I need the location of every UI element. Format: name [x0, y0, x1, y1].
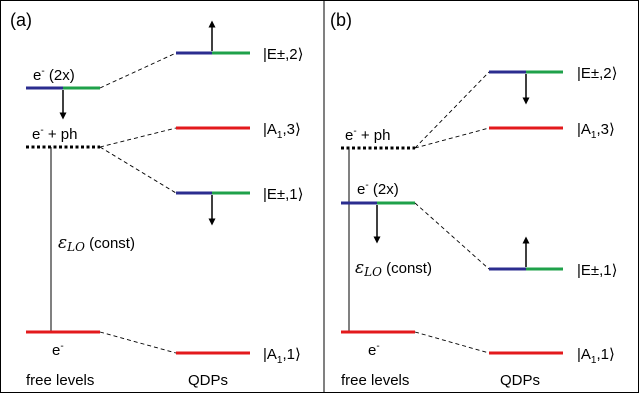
ket-e-pm-2: |E±,2⟩ [577, 65, 618, 82]
label-free-levels: free levels [26, 372, 94, 389]
connector [99, 52, 177, 89]
connector [99, 127, 177, 148]
label-eps-lo: εLO (const) [355, 258, 432, 279]
ket-a1-3: |A1,3⟩ [577, 121, 615, 141]
panel-a: (a) e- (2x) e- + ph εLO (const) e- |E±,2… [10, 10, 304, 389]
connector [414, 202, 490, 270]
label-qdps: QDPs [188, 372, 228, 389]
label-e2x: e- (2x) [357, 180, 399, 198]
connector [99, 331, 177, 354]
label-eph: e- + ph [345, 126, 390, 144]
connector [414, 331, 490, 354]
ket-e-pm-1: |E±,1⟩ [577, 262, 618, 279]
label-qdps: QDPs [500, 372, 540, 389]
panel-a-label: (a) [10, 10, 32, 30]
label-e2x: e- (2x) [33, 66, 75, 84]
panel-b-label: (b) [330, 10, 352, 30]
label-eps-lo: εLO (const) [58, 233, 135, 254]
connector [414, 71, 490, 149]
label-e: e- [368, 341, 380, 359]
connector [99, 146, 177, 194]
ket-a1-3: |A1,3⟩ [263, 121, 301, 141]
ket-e-pm-1: |E±,1⟩ [263, 186, 304, 203]
ket-a1-1: |A1,1⟩ [263, 346, 301, 366]
connector [414, 127, 490, 149]
label-free-levels: free levels [341, 372, 409, 389]
label-eph: e- + ph [32, 125, 77, 143]
panel-b: (b) e- + ph e- (2x) εLO (const) e- |E±,2… [330, 10, 618, 389]
ket-a1-1: |A1,1⟩ [577, 346, 615, 366]
label-e: e- [52, 341, 64, 359]
ket-e-pm-2: |E±,2⟩ [263, 46, 304, 63]
